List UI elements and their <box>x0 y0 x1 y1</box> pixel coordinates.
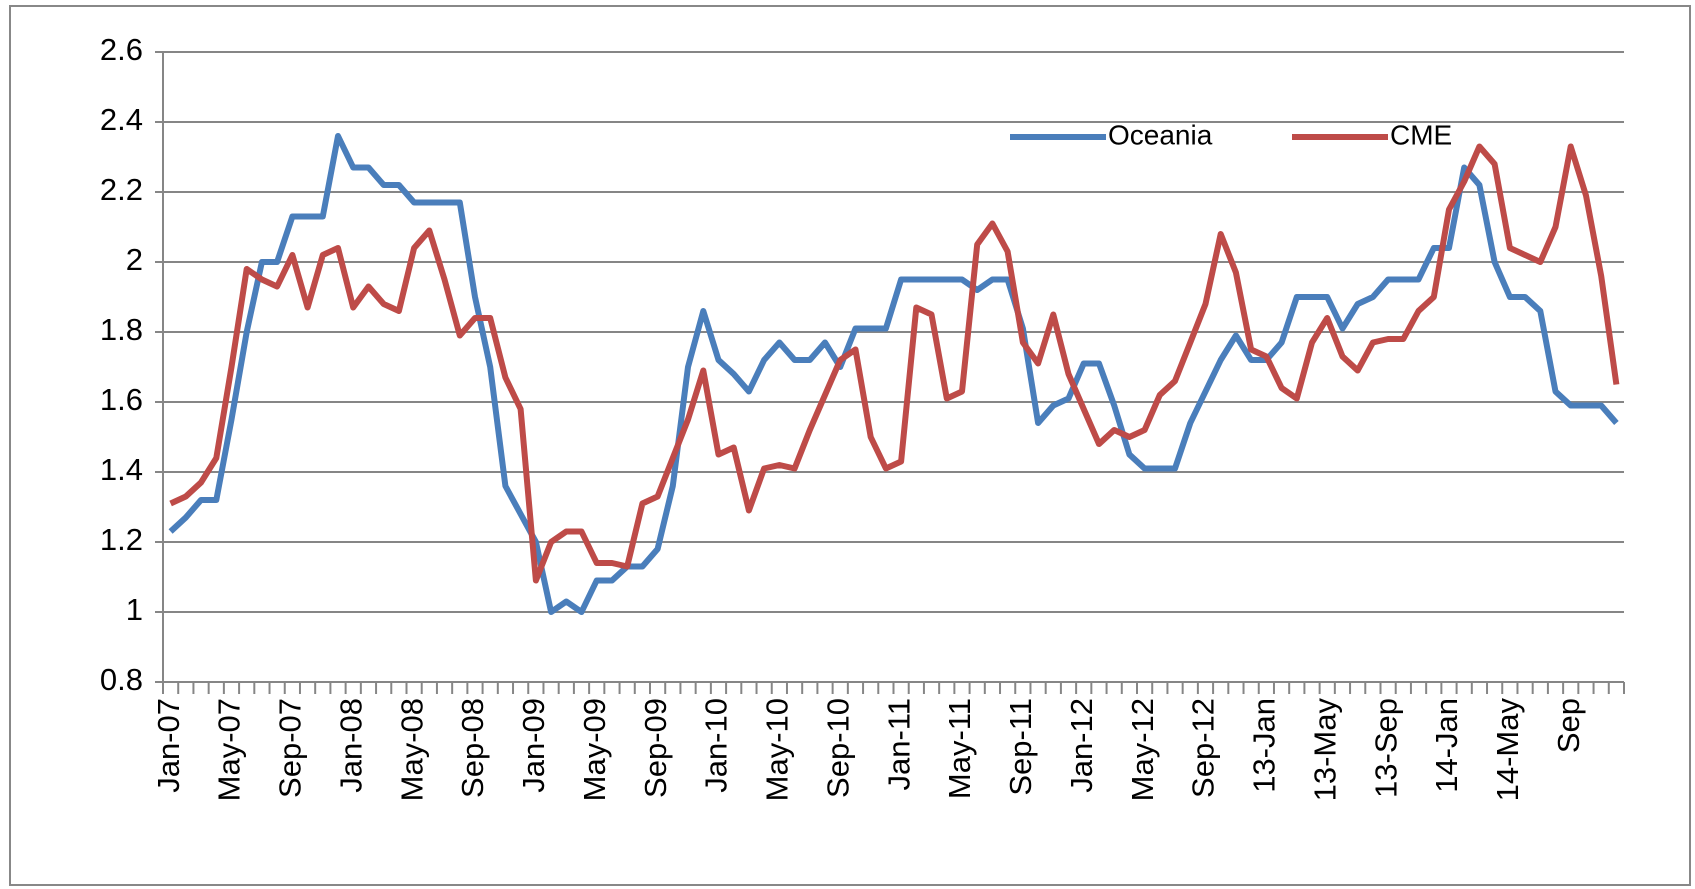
y-tick-label: 2.2 <box>100 172 143 207</box>
legend-label: CME <box>1390 119 1452 150</box>
y-tick-label: 2.6 <box>100 32 143 67</box>
x-tick-label: May-09 <box>577 698 612 801</box>
chart-border <box>9 5 1691 886</box>
y-tick-label: 1.8 <box>100 312 143 347</box>
y-tick-label: 1 <box>126 592 143 627</box>
x-tick-label: 14-May <box>1490 698 1525 802</box>
x-tick-label: Sep-07 <box>273 698 308 798</box>
line-series <box>168 133 1619 615</box>
line-series <box>169 143 1620 584</box>
x-tick-label: 14-Jan <box>1429 698 1464 793</box>
x-tick-label: May-10 <box>760 698 795 801</box>
y-tick-label: 1.2 <box>100 522 143 557</box>
y-tick-label: 2.4 <box>100 102 143 137</box>
x-tick-label: Sep-10 <box>820 698 855 798</box>
y-tick-label: 1.6 <box>100 382 143 417</box>
x-tick-label: 13-May <box>1307 698 1342 802</box>
x-tick-label: Sep <box>1551 698 1586 753</box>
x-tick-label: Jan-09 <box>516 698 551 793</box>
x-tick-label: Sep-11 <box>1003 698 1038 796</box>
x-tick-label: Jan-12 <box>1064 698 1099 793</box>
y-tick-label: 0.8 <box>100 662 143 697</box>
x-tick-label: Sep-08 <box>455 698 490 798</box>
x-tick-label: Jan-10 <box>699 698 734 793</box>
legend-label: Oceania <box>1108 119 1213 150</box>
x-tick-label: Sep-09 <box>638 698 673 798</box>
x-tick-label: May-11 <box>942 698 977 799</box>
x-tick-label: Jan-07 <box>151 698 186 793</box>
x-tick-label: May-07 <box>212 698 247 801</box>
x-tick-label: Sep-12 <box>1186 698 1221 798</box>
y-tick-label: 2 <box>126 242 143 277</box>
y-tick-label: 1.4 <box>100 452 143 487</box>
x-tick-label: 13-Jan <box>1247 698 1282 793</box>
x-tick-label: Jan-11 <box>881 698 916 791</box>
x-tick-label: May-12 <box>1125 698 1160 801</box>
x-tick-label: May-08 <box>394 698 429 801</box>
x-tick-label: Jan-08 <box>333 698 368 793</box>
x-tick-label: 13-Sep <box>1368 698 1403 798</box>
